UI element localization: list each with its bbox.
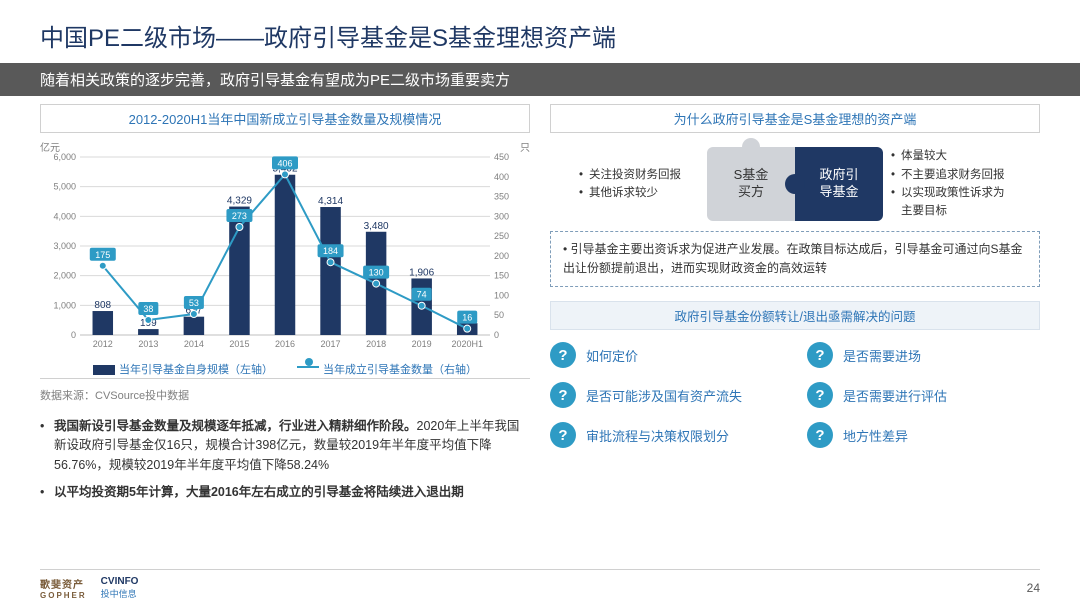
logo-cvinfo: CVINFO投中信息 bbox=[101, 576, 139, 600]
svg-text:300: 300 bbox=[494, 211, 509, 221]
svg-text:350: 350 bbox=[494, 192, 509, 202]
questions-grid: ?如何定价 ?是否需要进场 ?是否可能涉及国有资产流失 ?是否需要进行评估 ?审批流程与… bbox=[550, 342, 1040, 448]
svg-text:2014: 2014 bbox=[184, 339, 204, 349]
question-icon: ? bbox=[807, 382, 833, 408]
svg-text:2,000: 2,000 bbox=[53, 271, 76, 281]
question-item: ?是否可能涉及国有资产流失 bbox=[550, 382, 783, 408]
svg-text:273: 273 bbox=[232, 211, 247, 221]
svg-text:175: 175 bbox=[95, 250, 110, 260]
data-source: 数据来源：CVSource投中数据 bbox=[40, 387, 530, 403]
svg-text:3,000: 3,000 bbox=[53, 241, 76, 251]
question-icon: ? bbox=[807, 342, 833, 368]
svg-text:450: 450 bbox=[494, 152, 509, 162]
puzzle-left-bullets: 关注投资财务回报其他诉求较少 bbox=[579, 166, 699, 203]
svg-text:2016: 2016 bbox=[275, 339, 295, 349]
puzzle-right-bullets: 体量较大不主要追求财务回报以实现政策性诉求为主要目标 bbox=[891, 147, 1011, 221]
svg-text:808: 808 bbox=[94, 300, 111, 311]
footer: 歌斐资产GOPHER CVINFO投中信息 24 bbox=[40, 569, 1040, 600]
svg-text:130: 130 bbox=[369, 268, 384, 278]
right-panel-title: 为什么政府引导基金是S基金理想的资产端 bbox=[550, 104, 1040, 133]
question-item: ?审批流程与决策权限划分 bbox=[550, 422, 783, 448]
svg-text:4,314: 4,314 bbox=[318, 196, 343, 207]
note-box: 引导基金主要出资诉求为促进产业发展。在政策目标达成后，引导基金可通过向S基金出让… bbox=[550, 231, 1040, 287]
svg-text:3,480: 3,480 bbox=[364, 221, 389, 232]
svg-text:53: 53 bbox=[189, 298, 199, 308]
svg-text:0: 0 bbox=[71, 330, 76, 340]
puzzle-s-fund: S基金买方 bbox=[707, 147, 795, 221]
svg-text:200: 200 bbox=[494, 251, 509, 261]
page-title: 中国PE二级市场——政府引导基金是S基金理想资产端 bbox=[0, 0, 1080, 63]
svg-text:4,329: 4,329 bbox=[227, 196, 252, 207]
svg-text:50: 50 bbox=[494, 310, 504, 320]
svg-text:2015: 2015 bbox=[229, 339, 249, 349]
question-item: ?是否需要进行评估 bbox=[807, 382, 1040, 408]
svg-text:2012: 2012 bbox=[93, 339, 113, 349]
left-bullets: 我国新设引导基金数量及规模逐年抵减，行业进入精耕细作阶段。2020年上半年我国新… bbox=[40, 417, 530, 503]
svg-text:2020H1: 2020H1 bbox=[451, 339, 483, 349]
subtitle-bar: 随着相关政策的逐步完善，政府引导基金有望成为PE二级市场重要卖方 bbox=[0, 63, 1080, 96]
question-icon: ? bbox=[550, 422, 576, 448]
question-item: ?如何定价 bbox=[550, 342, 783, 368]
svg-text:2017: 2017 bbox=[321, 339, 341, 349]
right-axis-unit: 只 bbox=[520, 139, 530, 154]
chart-legend: 当年引导基金自身规模（左轴） 当年成立引导基金数量（右轴） bbox=[40, 361, 530, 377]
svg-text:2019: 2019 bbox=[412, 339, 432, 349]
questions-title: 政府引导基金份额转让/退出亟需解决的问题 bbox=[550, 301, 1040, 330]
left-axis-unit: 亿元 bbox=[40, 139, 60, 154]
svg-text:38: 38 bbox=[143, 304, 153, 314]
puzzle-gov-fund: 政府引导基金 bbox=[795, 147, 883, 221]
puzzle-row: 关注投资财务回报其他诉求较少 S基金买方 政府引导基金 体量较大不主要追求财务回… bbox=[550, 147, 1040, 221]
svg-text:2013: 2013 bbox=[138, 339, 158, 349]
svg-text:250: 250 bbox=[494, 231, 509, 241]
svg-text:100: 100 bbox=[494, 290, 509, 300]
svg-text:1,906: 1,906 bbox=[409, 267, 434, 278]
svg-text:400: 400 bbox=[494, 172, 509, 182]
svg-text:5,000: 5,000 bbox=[53, 182, 76, 192]
combo-chart: 亿元 只 01,0002,0003,0004,0005,0006,0000501… bbox=[40, 139, 530, 379]
logo-gopher: 歌斐资产GOPHER bbox=[40, 576, 87, 600]
question-icon: ? bbox=[807, 422, 833, 448]
svg-text:4,000: 4,000 bbox=[53, 211, 76, 221]
svg-text:406: 406 bbox=[277, 158, 292, 168]
question-item: ?是否需要进场 bbox=[807, 342, 1040, 368]
svg-text:16: 16 bbox=[462, 313, 472, 323]
svg-text:184: 184 bbox=[323, 246, 338, 256]
svg-text:1,000: 1,000 bbox=[53, 300, 76, 310]
svg-text:2018: 2018 bbox=[366, 339, 386, 349]
question-item: ?地方性差异 bbox=[807, 422, 1040, 448]
svg-text:150: 150 bbox=[494, 271, 509, 281]
page-number: 24 bbox=[1027, 581, 1040, 595]
svg-text:0: 0 bbox=[494, 330, 499, 340]
question-icon: ? bbox=[550, 382, 576, 408]
chart-title: 2012-2020H1当年中国新成立引导基金数量及规模情况 bbox=[40, 104, 530, 133]
question-icon: ? bbox=[550, 342, 576, 368]
svg-text:74: 74 bbox=[417, 290, 427, 300]
